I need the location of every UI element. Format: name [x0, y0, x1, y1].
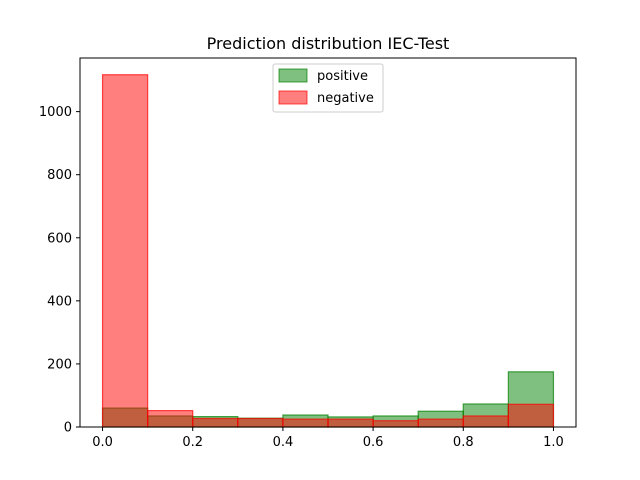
x-tick-label: 0.0	[92, 435, 113, 450]
y-tick-label: 400	[47, 294, 72, 309]
y-tick-label: 800	[47, 168, 72, 183]
bar-negative-5	[327, 418, 374, 428]
bar-negative-7	[417, 418, 464, 428]
legend-swatch-positive	[278, 68, 308, 83]
bar-negative-3	[237, 417, 284, 428]
chart-title: Prediction distribution IEC-Test	[207, 34, 450, 53]
y-tick-label: 200	[47, 357, 72, 372]
bar-negative-8	[462, 415, 509, 428]
y-tick-label: 600	[47, 231, 72, 246]
bars-layer	[101, 74, 555, 428]
bar-negative-9	[507, 403, 555, 428]
bar-negative-0	[101, 74, 149, 428]
y-tick-label: 1000	[39, 105, 72, 120]
x-tick-label: 0.8	[453, 435, 474, 450]
bar-negative-6	[372, 420, 419, 428]
x-tick-label: 0.4	[273, 435, 294, 450]
x-tick-label: 0.6	[363, 435, 384, 450]
legend-label-positive: positive	[317, 69, 368, 84]
y-axis: 0 200 400 600 800 1000	[39, 105, 80, 436]
legend-swatch-negative	[278, 90, 308, 105]
bar-negative-2	[192, 417, 239, 428]
legend-label-negative: negative	[317, 91, 374, 106]
legend: positive negative	[272, 63, 384, 113]
x-axis: 0.0 0.2 0.4 0.6 0.8 1.0	[92, 427, 564, 450]
x-tick-label: 0.2	[182, 435, 203, 450]
bar-negative-4	[282, 418, 329, 428]
y-tick-label: 0	[64, 421, 72, 436]
x-tick-label: 1.0	[543, 435, 564, 450]
bar-negative-1	[147, 410, 194, 428]
plot-frame	[79, 57, 577, 428]
